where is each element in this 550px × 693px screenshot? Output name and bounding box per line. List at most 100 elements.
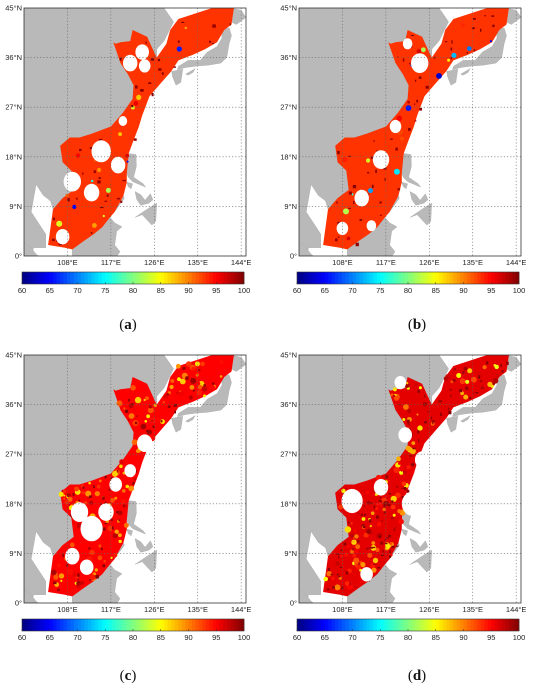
- lat-tick-label: 45°N: [280, 4, 297, 13]
- colorbar-step: [195, 272, 200, 284]
- heatmap-cell: [82, 172, 84, 175]
- colorbar-step: [108, 272, 113, 284]
- colorbar-step: [171, 619, 175, 631]
- heatmap-cell: [418, 386, 422, 390]
- heatmap-cell: [447, 58, 451, 62]
- colorbar-step: [425, 272, 430, 284]
- lat-tick-label: 27°N: [5, 103, 22, 112]
- heatmap-cell: [379, 497, 382, 499]
- heatmap-cell: [376, 515, 379, 519]
- heatmap-cell: [212, 43, 214, 45]
- heatmap-cell: [385, 475, 389, 479]
- heatmap-cell: [370, 156, 375, 160]
- heatmap-cell: [443, 376, 449, 381]
- heatmap-cell: [363, 513, 367, 516]
- heatmap-cell: [414, 103, 416, 105]
- missing-data-area: [398, 427, 412, 443]
- heatmap-cell: [57, 588, 60, 592]
- colorbar-step: [198, 619, 203, 631]
- heatmap-cell: [71, 572, 77, 578]
- heatmap-cell: [368, 188, 373, 194]
- colorbar-step: [63, 272, 68, 284]
- colorbar-step: [376, 619, 381, 631]
- heatmap-cell: [97, 555, 103, 561]
- colorbar-tick-label: 75: [101, 286, 109, 295]
- lat-tick-label: 18°N: [5, 499, 22, 508]
- heatmap-cell: [336, 553, 340, 555]
- colorbar-step: [349, 619, 353, 631]
- heatmap-cell: [146, 414, 151, 419]
- land-japan_honshu: [452, 27, 507, 70]
- colorbar-step: [157, 272, 162, 284]
- heatmap-cell: [78, 499, 81, 502]
- heatmap-cell: [125, 409, 129, 413]
- heatmap-cell: [132, 481, 135, 484]
- colorbar-step: [230, 619, 234, 631]
- heatmap-cell: [361, 517, 366, 521]
- heatmap-cell: [402, 470, 407, 474]
- heatmap-cell: [418, 439, 420, 443]
- heatmap-cell: [486, 361, 489, 365]
- colorbar-tick-label: 100: [238, 633, 251, 642]
- heatmap-cell: [478, 375, 481, 379]
- colorbar-step: [335, 619, 339, 631]
- heatmap-cell: [366, 547, 368, 550]
- heatmap-cell: [383, 511, 386, 514]
- heatmap-cell: [108, 488, 112, 492]
- colorbar-step: [185, 619, 189, 631]
- heatmap-cell: [406, 465, 411, 470]
- heatmap-cell: [388, 493, 392, 495]
- heatmap-cell: [88, 481, 91, 485]
- heatmap-cell: [383, 167, 387, 170]
- heatmap-cell: [470, 376, 477, 383]
- heatmap-cell: [196, 390, 202, 396]
- colorbar-step: [300, 272, 305, 284]
- heatmap-cell: [376, 533, 383, 539]
- heatmap-cell: [110, 497, 115, 503]
- heatmap-cell: [369, 524, 372, 528]
- heatmap-cell: [370, 511, 375, 515]
- heatmap-cell: [107, 525, 114, 532]
- heatmap-cell: [116, 197, 120, 200]
- heatmap-cell: [412, 447, 416, 450]
- colorbar-step: [449, 272, 454, 284]
- map-frame: [23, 354, 247, 604]
- missing-data-area: [372, 150, 390, 170]
- heatmap-cell: [132, 483, 135, 485]
- heatmap-cell: [145, 41, 147, 44]
- heatmap-cell: [460, 23, 466, 28]
- colorbar-step: [35, 272, 40, 284]
- heatmap-cell: [131, 105, 134, 108]
- colorbar-step: [91, 619, 96, 631]
- colorbar-step: [205, 272, 210, 284]
- colorbar-step: [240, 619, 245, 631]
- heatmap-cell: [186, 361, 192, 367]
- missing-data-area: [402, 38, 413, 50]
- colorbar-step: [362, 272, 367, 284]
- colorbar-step: [126, 619, 130, 631]
- colorbar-step: [136, 619, 141, 631]
- heatmap-cell: [424, 394, 426, 398]
- heatmap-cell: [444, 41, 448, 43]
- heatmap-cell: [397, 56, 399, 58]
- lat-tick-label: 36°N: [5, 400, 22, 409]
- heatmap-cell: [375, 507, 379, 510]
- colorbar-tick-label: 65: [321, 633, 329, 642]
- lat-tick-label: 27°N: [280, 103, 297, 112]
- heatmap-cell: [179, 378, 186, 385]
- heatmap-cell: [148, 82, 152, 84]
- heatmap-cell: [93, 485, 95, 489]
- colorbar-step: [342, 272, 346, 284]
- lon-tick-label: 117°E: [376, 605, 396, 614]
- colorbar-step: [233, 619, 238, 631]
- heatmap-cell: [200, 361, 205, 367]
- heatmap-cell: [117, 470, 119, 473]
- heatmap-cell: [363, 532, 369, 538]
- heatmap-cell: [393, 528, 396, 531]
- heatmap-cell: [136, 449, 140, 453]
- heatmap-cell: [479, 380, 483, 382]
- heatmap-cell: [210, 385, 215, 390]
- heatmap-cell: [394, 527, 396, 529]
- heatmap-cell: [95, 575, 99, 579]
- heatmap-cell: [448, 411, 452, 415]
